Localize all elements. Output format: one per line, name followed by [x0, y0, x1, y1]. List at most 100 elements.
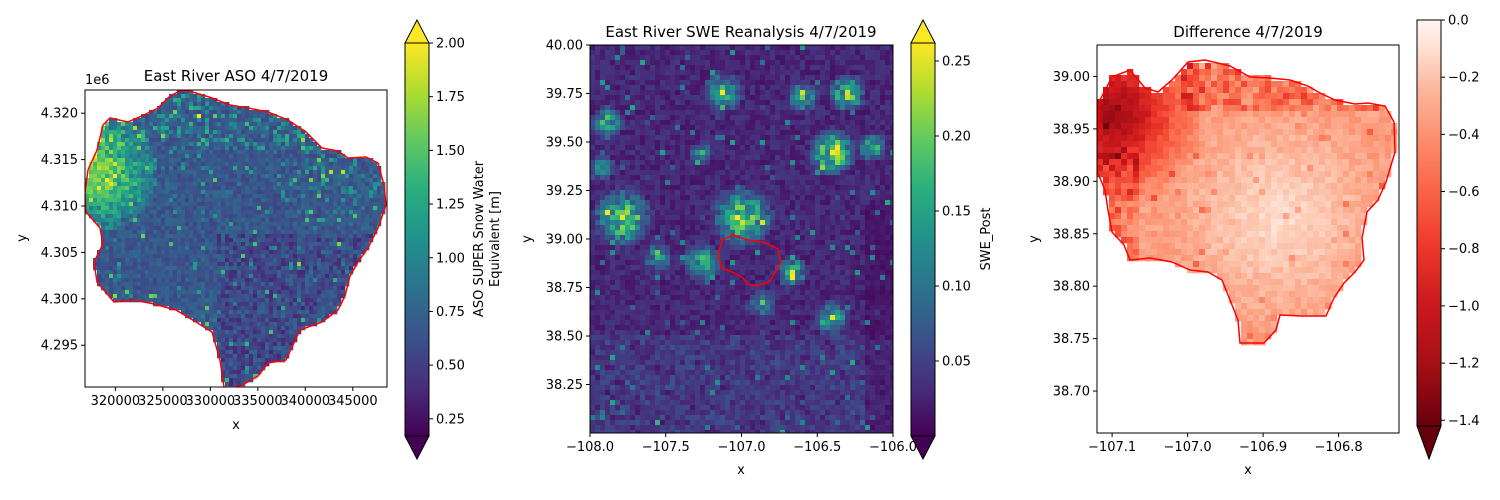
heatmap-cell: [185, 170, 190, 175]
heatmap-cell: [269, 206, 274, 211]
heatmap-cell: [860, 75, 866, 81]
heatmap-cell: [329, 290, 334, 295]
heatmap-cell: [755, 135, 761, 141]
heatmap-cell: [149, 134, 154, 139]
heatmap-cell: [265, 146, 270, 151]
heatmap-cell: [815, 65, 821, 71]
heatmap-cell: [181, 194, 186, 199]
heatmap-cell: [197, 130, 202, 135]
heatmap-cell: [161, 102, 166, 107]
heatmap-cell: [181, 170, 186, 175]
heatmap-cell: [297, 178, 302, 183]
colorbar-aso-label-line1: ASO SUPER Snow Water: [472, 160, 487, 317]
heatmap-cell: [795, 140, 801, 146]
heatmap-cell: [293, 194, 298, 199]
heatmap-cell: [333, 286, 338, 291]
heatmap-cell: [193, 318, 198, 323]
heatmap-cell: [161, 250, 166, 255]
heatmap-cell: [137, 286, 142, 291]
heatmap-cell: [173, 206, 178, 211]
heatmap-cell: [121, 234, 126, 239]
heatmap-cell: [265, 210, 270, 215]
heatmap-cell: [289, 154, 294, 159]
heatmap-cell: [121, 258, 126, 263]
heatmap-cell: [297, 266, 302, 271]
heatmap-cell: [101, 178, 106, 183]
heatmap-cell: [341, 226, 346, 231]
heatmap-cell: [209, 310, 214, 315]
heatmap-cell: [177, 230, 182, 235]
heatmap-cell: [261, 298, 266, 303]
heatmap-cell: [305, 134, 310, 139]
heatmap-cell: [725, 135, 731, 141]
heatmap-cell: [317, 314, 322, 319]
heatmap-cell: [261, 242, 266, 247]
heatmap-cell: [289, 162, 294, 167]
heatmap-cell: [341, 182, 346, 187]
heatmap-cell: [165, 242, 170, 247]
heatmap-cell: [297, 290, 302, 295]
heatmap-cell: [177, 282, 182, 287]
heatmap-cell: [740, 50, 746, 56]
heatmap-cell: [121, 222, 126, 227]
heatmap-cell: [229, 254, 234, 259]
heatmap-cell: [690, 70, 696, 76]
heatmap-cell: [770, 125, 776, 131]
heatmap-cell: [277, 306, 282, 311]
heatmap-cell: [845, 130, 851, 136]
heatmap-cell: [225, 202, 230, 207]
panel-aso-heatmap: [85, 90, 387, 387]
heatmap-cell: [685, 75, 691, 81]
heatmap-cell: [301, 206, 306, 211]
heatmap-cell: [161, 202, 166, 207]
heatmap-cell: [201, 310, 206, 315]
heatmap-cell: [341, 222, 346, 227]
heatmap-cell: [321, 266, 326, 271]
heatmap-cell: [117, 234, 122, 239]
heatmap-cell: [745, 145, 751, 151]
heatmap-cell: [153, 210, 158, 215]
heatmap-cell: [805, 85, 811, 91]
heatmap-cell: [201, 194, 206, 199]
heatmap-cell: [161, 218, 166, 223]
heatmap-cell: [293, 150, 298, 155]
heatmap-cell: [875, 55, 881, 61]
heatmap-cell: [121, 274, 126, 279]
heatmap-cell: [373, 178, 378, 183]
heatmap-cell: [241, 342, 246, 347]
heatmap-cell: [297, 274, 302, 279]
heatmap-cell: [213, 134, 218, 139]
heatmap-cell: [109, 178, 114, 183]
heatmap-cell: [261, 330, 266, 335]
heatmap-cell: [705, 45, 711, 51]
heatmap-cell: [610, 70, 616, 76]
heatmap-cell: [690, 125, 696, 131]
heatmap-cell: [217, 194, 222, 199]
heatmap-cell: [161, 230, 166, 235]
heatmap-cell: [125, 290, 130, 295]
heatmap-cell: [289, 214, 294, 219]
heatmap-cell: [185, 186, 190, 191]
heatmap-cell: [205, 142, 210, 147]
heatmap-cell: [329, 266, 334, 271]
heatmap-cell: [109, 238, 114, 243]
heatmap-cell: [221, 130, 226, 135]
heatmap-cell: [221, 202, 226, 207]
heatmap-cell: [321, 262, 326, 267]
heatmap-cell: [261, 258, 266, 263]
heatmap-cell: [133, 274, 138, 279]
heatmap-cell: [357, 182, 362, 187]
heatmap-cell: [273, 266, 278, 271]
heatmap-cell: [840, 150, 846, 156]
heatmap-cell: [165, 138, 170, 143]
heatmap-cell: [257, 198, 262, 203]
heatmap-cell: [197, 222, 202, 227]
heatmap-cell: [197, 290, 202, 295]
heatmap-cell: [265, 298, 270, 303]
heatmap-cell: [750, 90, 756, 96]
heatmap-cell: [297, 190, 302, 195]
heatmap-cell: [129, 170, 134, 175]
heatmap-cell: [277, 298, 282, 303]
heatmap-cell: [209, 278, 214, 283]
heatmap-cell: [245, 282, 250, 287]
